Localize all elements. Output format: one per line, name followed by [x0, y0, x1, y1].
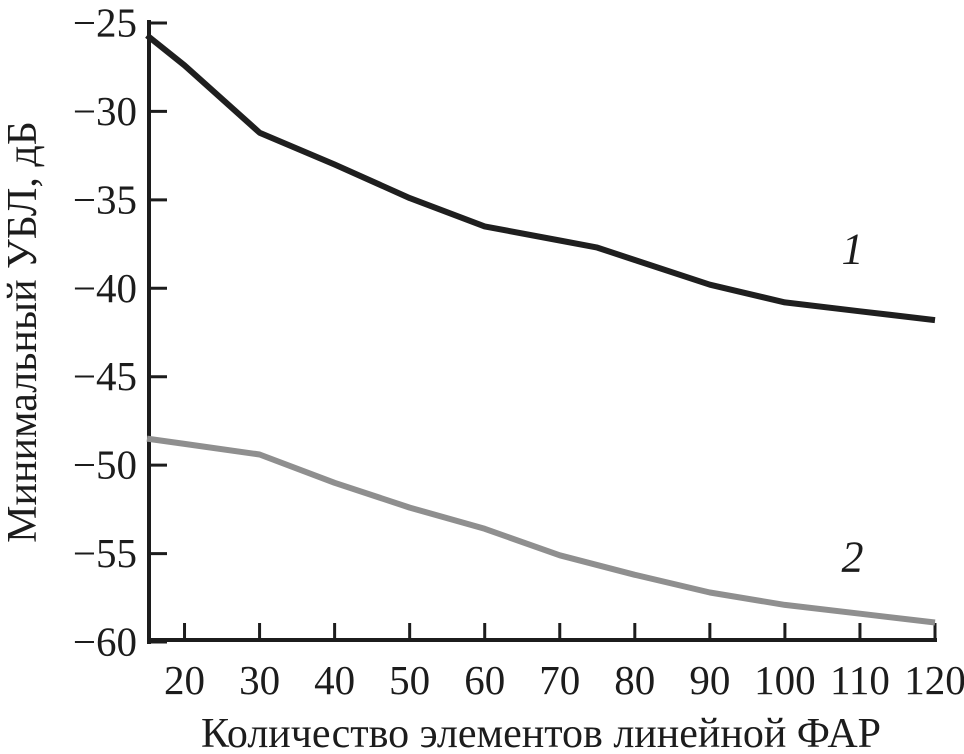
series-label-2: 2 [841, 532, 863, 581]
series-label-1: 1 [841, 225, 863, 274]
y-tick-label: −45 [73, 353, 137, 399]
y-tick-label: −60 [73, 619, 137, 665]
y-tick-label: −35 [73, 176, 137, 222]
series-line-1 [145, 33, 936, 324]
y-axis-title: Минимальный УБЛ, дБ [0, 121, 46, 543]
x-tick-label: 20 [164, 657, 205, 703]
x-tick-label: 40 [314, 657, 355, 703]
x-tick-label: 70 [539, 657, 580, 703]
y-tick-label: −55 [73, 530, 137, 576]
x-tick-label: 120 [904, 657, 964, 703]
x-axis-title: Количество элементов линейной ФАР [201, 711, 881, 754]
x-tick-label: 30 [239, 657, 280, 703]
x-tick-label: 110 [830, 657, 890, 703]
x-tick-label: 80 [614, 657, 655, 703]
y-tick-label: −50 [73, 442, 137, 488]
y-tick-label: −25 [73, 0, 137, 46]
x-tick-label: 100 [754, 657, 816, 703]
series-layer: 12 [145, 33, 936, 626]
x-tick-label: 90 [689, 657, 730, 703]
axes-layer: −25 −30 −35 −40 −45 −50 −55 −60 20 30 40 50 60 70 80 90… [73, 0, 964, 703]
y-tick-label: −30 [73, 88, 137, 134]
series-line-2 [146, 435, 936, 626]
x-tick-label: 50 [389, 657, 430, 703]
x-tick-label: 60 [464, 657, 505, 703]
y-tick-label: −40 [73, 265, 137, 311]
